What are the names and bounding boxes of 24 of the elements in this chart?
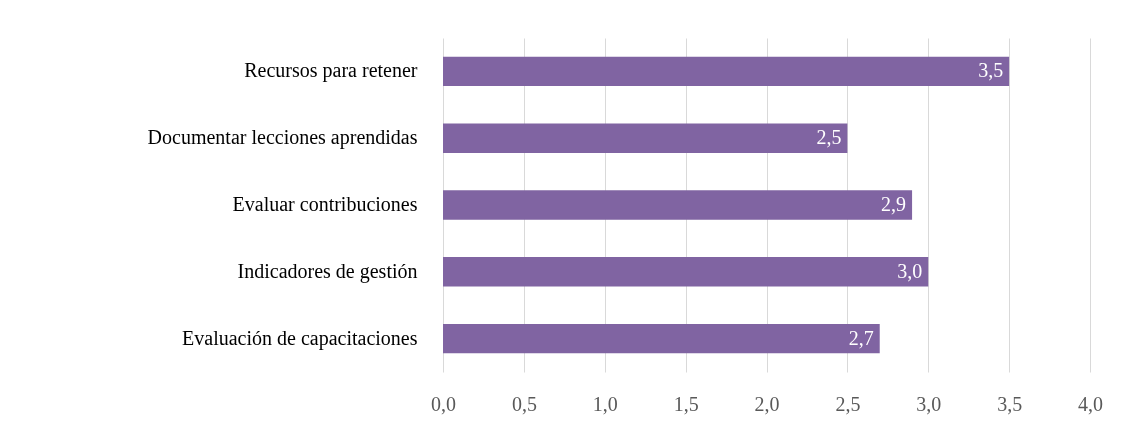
x-tick-label: 0,5: [511, 392, 537, 415]
x-tick-label: 2,5: [835, 392, 861, 415]
data-label: 2,7: [848, 326, 874, 349]
x-tick-label: 2,0: [754, 392, 780, 415]
y-tick-label: Recursos para retener: [244, 59, 418, 83]
x-tick-label: 3,0: [916, 392, 942, 415]
y-tick-label: Documentar lecciones aprendidas: [147, 126, 418, 150]
x-tick-label: 3,5: [997, 392, 1023, 415]
y-tick-label: Evaluación de capacitaciones: [182, 326, 418, 350]
data-label: 2,5: [816, 126, 842, 149]
x-tick-label: 1,5: [673, 392, 699, 415]
y-tick-label: Evaluar contribuciones: [232, 193, 418, 215]
x-tick-label: 0,0: [431, 392, 456, 415]
data-label: 3,0: [897, 259, 923, 282]
bar: [443, 56, 1010, 87]
data-label: 3,5: [978, 59, 1004, 82]
bar: [443, 257, 929, 287]
x-tick-label: 1,0: [592, 392, 618, 415]
bar: [443, 323, 880, 354]
bar: [443, 123, 848, 153]
data-label: 2,9: [881, 193, 907, 215]
bar: [443, 190, 913, 220]
x-tick-label: 4,0: [1078, 392, 1103, 415]
y-tick-label: Indicadores de gestión: [237, 259, 418, 283]
